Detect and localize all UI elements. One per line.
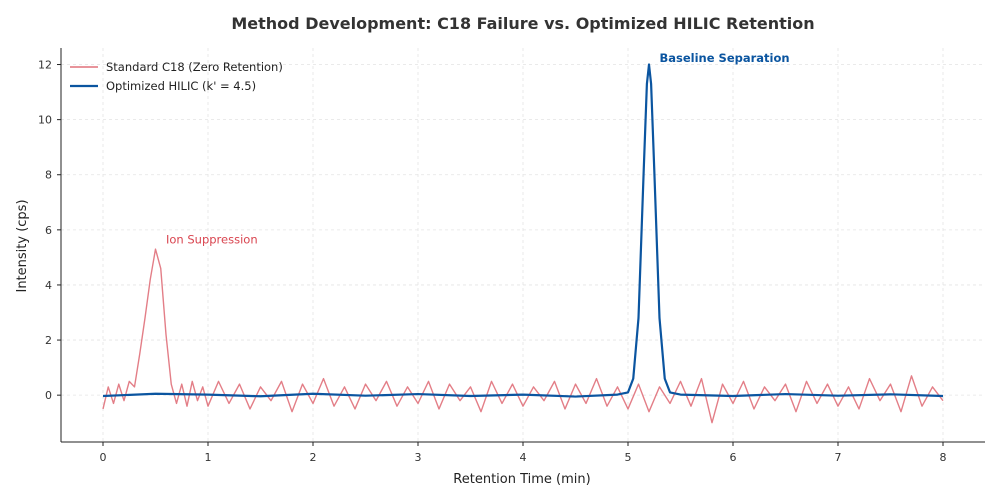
y-tick-label: 10 — [38, 114, 52, 127]
legend-label-2: Optimized HILIC (k' = 4.5) — [106, 79, 256, 93]
x-axis-title: Retention Time (min) — [453, 472, 590, 487]
y-tick-label: 0 — [45, 389, 52, 402]
x-tick-label: 2 — [310, 451, 317, 464]
legend-label-1: Standard C18 (Zero Retention) — [106, 60, 283, 74]
x-tick-label: 4 — [520, 451, 527, 464]
series-line-2 — [102, 63, 944, 398]
chart-title: Method Development: C18 Failure vs. Opti… — [231, 14, 814, 33]
x-tick-label: 1 — [205, 451, 212, 464]
y-tick-label: 8 — [45, 169, 52, 182]
y-tick-label: 4 — [45, 279, 52, 292]
x-tick-label: 0 — [100, 451, 107, 464]
y-tick-label: 2 — [45, 334, 52, 347]
x-tick-label: 7 — [835, 451, 842, 464]
annotation-1: Ion Suppression — [166, 233, 258, 247]
y-tick-label: 12 — [38, 59, 52, 72]
x-tick-label: 3 — [415, 451, 422, 464]
y-axis-title: Intensity (cps) — [15, 199, 30, 292]
series-layer — [102, 63, 944, 424]
series-line-1 — [102, 248, 944, 424]
annotation-2: Baseline Separation — [660, 51, 790, 65]
grid — [61, 48, 985, 442]
legend: Standard C18 (Zero Retention) Optimized H… — [70, 60, 283, 93]
annotations: Ion Suppression Baseline Separation — [166, 51, 790, 247]
y-tick-label: 6 — [45, 224, 52, 237]
x-tick-label: 8 — [940, 451, 947, 464]
x-tick-label: 5 — [625, 451, 632, 464]
x-tick-label: 6 — [730, 451, 737, 464]
